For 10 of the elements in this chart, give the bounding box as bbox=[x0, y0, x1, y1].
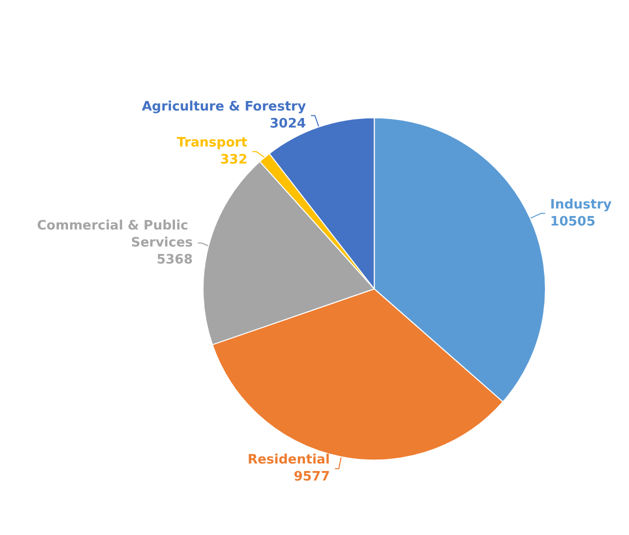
slice-label: Residential bbox=[248, 452, 330, 468]
slice-label: Commercial & Public Services bbox=[36, 218, 194, 250]
data-label: 5368 bbox=[156, 252, 193, 268]
data-label: 9577 bbox=[294, 470, 330, 485]
data-label: 3024 bbox=[270, 116, 306, 132]
slice-label: Industry bbox=[550, 197, 612, 212]
slice-label: Transport bbox=[176, 136, 248, 151]
slice-label: Agriculture & Forestry bbox=[142, 100, 306, 115]
data-label: 332 bbox=[220, 152, 248, 168]
data-label: 10505 bbox=[550, 214, 596, 230]
